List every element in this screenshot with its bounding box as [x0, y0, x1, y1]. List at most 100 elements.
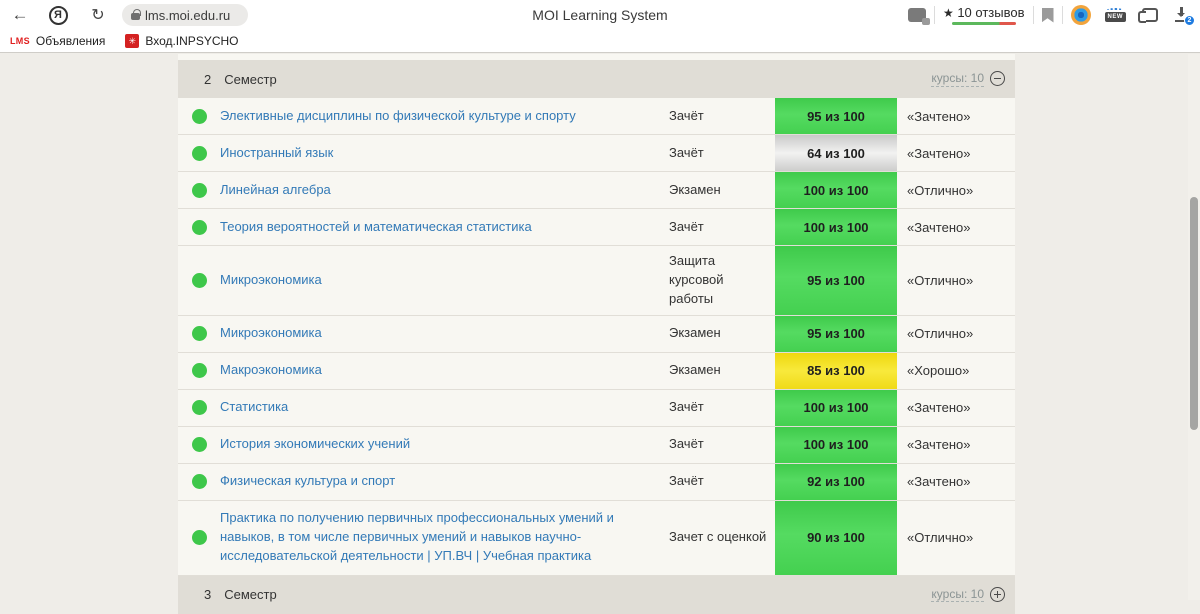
grade-label: «Зачтено» [907, 108, 971, 124]
course-link[interactable]: Теория вероятностей и математическая ста… [220, 218, 532, 234]
status-dot-icon [191, 437, 207, 453]
status-dot-icon [191, 145, 207, 161]
score-cell: 100 из 100 [775, 426, 897, 463]
course-link[interactable]: Микроэкономика [220, 271, 322, 287]
grade-label: «Отлично» [907, 182, 974, 198]
courses-count-link[interactable]: курсы: 10 [931, 71, 984, 87]
address-bar[interactable]: lms.moi.edu.ru [122, 4, 248, 26]
assessment-type: Зачёт [669, 436, 704, 452]
downloads-button[interactable]: 2 [1174, 7, 1195, 26]
assessment-type: Защита курсовой работы [669, 253, 724, 306]
collapse-minus-icon[interactable] [990, 71, 1005, 87]
table-row: Макроэкономика Экзамен 85 из 100 «Хорошо… [178, 352, 1015, 390]
semester-number: 3 [204, 587, 212, 603]
score-cell: 100 из 100 [775, 389, 897, 426]
toolbar-divider [1061, 6, 1063, 24]
reviews-rating-bar [951, 22, 1016, 25]
download-count-badge: 2 [1184, 15, 1195, 26]
status-dot-icon [191, 363, 207, 379]
tab-groups-icon[interactable] [1138, 8, 1158, 23]
bookmark-announcements[interactable]: LMS Объявления [10, 34, 106, 48]
url-text: lms.moi.edu.ru [145, 7, 231, 23]
table-row: Элективные дисциплины по физической куль… [178, 98, 1015, 135]
semester-number: 2 [204, 71, 212, 87]
assessment-type: Зачёт [669, 218, 704, 234]
back-button[interactable]: ← [11, 5, 29, 24]
assessment-type: Зачёт [669, 107, 704, 123]
grade-label: «Отлично» [907, 326, 974, 342]
yandex-logo-icon: Я [48, 5, 68, 25]
grade-label: «Отлично» [907, 530, 974, 546]
semester-title: Семестр [224, 587, 277, 603]
assessment-type: Экзамен [669, 325, 721, 341]
course-link[interactable]: Практика по получению первичных професси… [220, 510, 614, 563]
grade-label: «Зачтено» [907, 474, 971, 490]
bookmarks-bar: LMS Объявления ✳ Вход.INPSYCHO [0, 30, 1200, 52]
semester-3-header: 3 Семестр курсы: 10 [178, 575, 1015, 614]
grade-label: «Отлично» [907, 272, 974, 288]
course-link[interactable]: Макроэкономика [220, 362, 322, 378]
status-dot-icon [191, 474, 207, 490]
assessment-type: Зачёт [669, 399, 704, 415]
score-cell: 95 из 100 [775, 315, 897, 352]
assessment-type: Зачет с оценкой [669, 529, 767, 545]
grade-label: «Зачтено» [907, 437, 971, 453]
course-link[interactable]: Иностранный язык [220, 144, 334, 160]
course-link[interactable]: Линейная алгебра [220, 181, 331, 197]
score-cell: 95 из 100 [775, 246, 897, 315]
table-row: Линейная алгебра Экзамен 100 из 100 «Отл… [178, 172, 1015, 209]
score-cell: 85 из 100 [775, 352, 897, 389]
status-dot-icon [191, 530, 207, 546]
bookmark-flag-icon[interactable] [1041, 7, 1054, 23]
grade-label: «Хорошо» [907, 363, 970, 379]
status-dot-icon [191, 182, 207, 198]
assessment-type: Зачёт [669, 473, 704, 489]
feedback-icon[interactable] [907, 8, 930, 25]
toolbar-divider [1032, 6, 1034, 24]
status-dot-icon [191, 219, 207, 235]
lms-favicon: LMS [10, 36, 30, 46]
table-row: Статистика Зачёт 100 из 100 «Зачтено» [178, 389, 1015, 427]
assessment-type: Экзамен [669, 181, 721, 197]
assessment-type: Экзамен [669, 362, 721, 378]
table-row: Микроэкономика Экзамен 95 из 100 «Отличн… [178, 315, 1015, 353]
course-link[interactable]: Микроэкономика [220, 325, 322, 341]
course-link[interactable]: Физическая культура и спорт [220, 473, 396, 489]
course-link[interactable]: История экономических учений [220, 436, 411, 452]
semester-2-header: 2 Семестр курсы: 10 [178, 60, 1015, 98]
site-reviews-button[interactable]: ★ 10 отзывов [943, 5, 1025, 25]
lock-icon [131, 9, 141, 20]
star-icon: ★ [942, 6, 954, 20]
table-row: Физическая культура и спорт Зачёт 92 из … [178, 463, 1015, 501]
semester-title: Семестр [224, 71, 277, 87]
vertical-scrollbar-track[interactable] [1188, 54, 1200, 600]
status-dot-icon [191, 326, 207, 342]
score-cell: 92 из 100 [775, 463, 897, 500]
table-row: Иностранный язык Зачёт 64 из 100 «Зачтен… [178, 135, 1015, 172]
toolbar-divider [933, 6, 935, 24]
inpsycho-favicon: ✳ [125, 34, 140, 48]
course-link[interactable]: Статистика [220, 399, 289, 415]
table-row: Теория вероятностей и математическая ста… [178, 209, 1015, 246]
grade-label: «Зачтено» [907, 219, 971, 235]
vertical-scrollbar-thumb[interactable] [1190, 197, 1198, 430]
bookmark-inpsycho[interactable]: ✳ Вход.INPSYCHO [125, 34, 239, 48]
lms-page: 2 Семестр курсы: 10 Элективные дисциплин… [0, 54, 1200, 614]
score-cell: 64 из 100 [775, 135, 897, 171]
assessment-type: Зачёт [669, 144, 704, 160]
new-tab-cinema-icon[interactable]: NEW [1104, 8, 1126, 22]
grade-label: «Зачтено» [907, 145, 971, 161]
yandex-home-button[interactable]: Я [46, 3, 70, 27]
reload-button[interactable]: ↻ [91, 7, 105, 24]
score-cell: 100 из 100 [775, 209, 897, 245]
table-row: Микроэкономика Защита курсовой работы 95… [178, 246, 1015, 316]
dotted-arc-icon [1107, 8, 1124, 12]
extension-icon[interactable] [1070, 5, 1091, 25]
course-link[interactable]: Элективные дисциплины по физической куль… [220, 107, 576, 123]
status-dot-icon [191, 272, 207, 288]
grades-table: 2 Семестр курсы: 10 Элективные дисциплин… [178, 54, 1015, 614]
score-cell: 90 из 100 [775, 500, 897, 575]
browser-toolbar: ← Я ↻ lms.moi.edu.ru MOI Learning System… [0, 0, 1200, 30]
status-dot-icon [191, 400, 207, 416]
score-cell: 95 из 100 [775, 98, 897, 134]
